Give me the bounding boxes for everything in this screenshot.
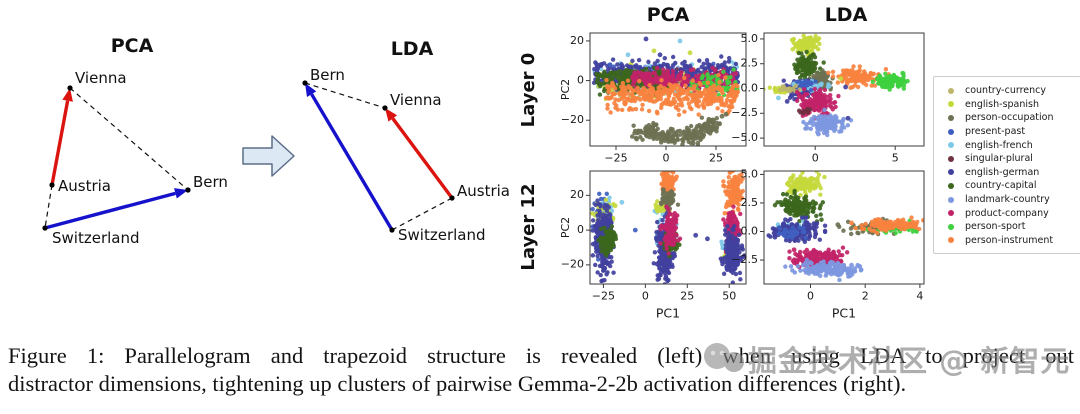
caption-line-2: distractor dimensions, tightening up clu…: [8, 371, 907, 396]
diagram-point-label: Austria: [457, 182, 510, 200]
pca-vector-diagram: Vienna Austria Bern Switzerland PCA: [42, 35, 228, 247]
row-label-layer-12: Layer 12: [518, 183, 539, 271]
legend-label: product-company: [965, 207, 1049, 219]
diagram-point-label: Vienna: [390, 91, 442, 109]
legend-item: present-past: [940, 125, 1074, 139]
legend-item: singular-plural: [940, 152, 1074, 166]
scatter-plot-layer0-lda: [730, 28, 930, 166]
legend-swatch-icon: [948, 223, 954, 230]
legend-swatch-icon: [948, 210, 954, 217]
legend-swatch-icon: [948, 128, 954, 135]
legend-label: english-spanish: [965, 98, 1040, 110]
legend-item: country-currency: [940, 84, 1074, 98]
legend-swatch-icon: [948, 155, 954, 162]
legend-item: person-sport: [940, 220, 1074, 234]
scatter-col-title-lda: LDA: [824, 4, 868, 26]
legend-label: present-past: [965, 126, 1026, 138]
figure-caption: Figure 1: Parallelogram and trapezoid st…: [8, 342, 1074, 398]
diagram-title: PCA: [111, 35, 154, 57]
legend-item: person-occupation: [940, 111, 1074, 125]
legend-swatch-icon: [948, 114, 954, 121]
legend-item: person-instrument: [940, 234, 1074, 248]
legend-swatch-icon: [948, 196, 954, 203]
legend-label: english-french: [965, 139, 1033, 151]
legend-item: english-french: [940, 138, 1074, 152]
diagram-point-label: Vienna: [75, 69, 127, 87]
scatter-plot-layer12-lda: [730, 166, 930, 326]
legend-swatch-icon: [948, 237, 954, 244]
legend-label: person-sport: [965, 221, 1026, 233]
legend-item: landmark-country: [940, 193, 1074, 207]
legend-label: country-capital: [965, 180, 1037, 192]
diagram-point-label: Bern: [310, 66, 345, 84]
legend-label: country-currency: [965, 85, 1046, 97]
diagram-title: LDA: [391, 38, 434, 60]
legend-swatch-icon: [948, 87, 954, 94]
scatter-col-title-pca: PCA: [646, 4, 690, 26]
caption-line-1: Figure 1: Parallelogram and trapezoid st…: [8, 343, 1074, 368]
legend-swatch-icon: [948, 182, 954, 189]
legend-label: english-german: [965, 166, 1040, 178]
row-label-layer-0: Layer 0: [518, 52, 539, 128]
diagram-point-label: Switzerland: [52, 229, 140, 247]
legend-swatch-icon: [948, 169, 954, 176]
legend-item: english-spanish: [940, 98, 1074, 112]
legend-swatch-icon: [948, 142, 954, 149]
legend-item: product-company: [940, 206, 1074, 220]
diagram-point-label: Austria: [58, 177, 111, 195]
legend-label: person-occupation: [965, 112, 1054, 124]
legend-label: person-instrument: [965, 234, 1054, 246]
diagram-point-label: Bern: [193, 173, 228, 191]
diagram-point-label: Switzerland: [398, 226, 486, 244]
legend-item: english-german: [940, 166, 1074, 180]
legend-label: landmark-country: [965, 194, 1050, 206]
legend-swatch-icon: [948, 101, 954, 108]
legend-item: country-capital: [940, 179, 1074, 193]
legend: country-currency english-spanish person-oc…: [933, 76, 1080, 255]
transform-arrow-icon: [242, 135, 295, 177]
lda-vector-diagram: Bern Vienna Austria Switzerland LDA: [302, 38, 510, 244]
scatter-plot-layer12-pca: [556, 166, 752, 326]
scatter-plot-layer0-pca: [556, 28, 752, 166]
legend-label: singular-plural: [965, 153, 1033, 165]
